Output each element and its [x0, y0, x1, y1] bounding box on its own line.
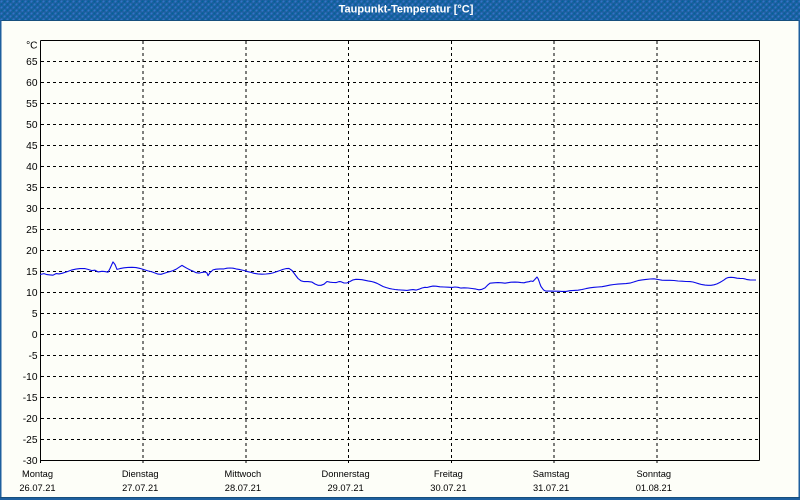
svg-text:30: 30: [26, 204, 38, 215]
svg-text:28.07.21: 28.07.21: [225, 483, 261, 493]
svg-text:31.07.21: 31.07.21: [533, 483, 569, 493]
svg-text:55: 55: [26, 99, 38, 110]
svg-text:-10: -10: [23, 372, 38, 383]
svg-text:-5: -5: [28, 351, 37, 362]
svg-text:20: 20: [26, 246, 38, 257]
svg-text:-15: -15: [23, 393, 38, 404]
svg-text:Donnerstag: Donnerstag: [322, 469, 370, 479]
svg-text:-20: -20: [23, 414, 38, 425]
svg-text:35: 35: [26, 183, 38, 194]
svg-text:45: 45: [26, 141, 38, 152]
svg-text:-25: -25: [23, 435, 38, 446]
svg-text:26.07.21: 26.07.21: [19, 483, 55, 493]
svg-text:Samstag: Samstag: [533, 469, 570, 479]
svg-text:5: 5: [32, 309, 38, 320]
svg-text:50: 50: [26, 120, 38, 131]
svg-text:Freitag: Freitag: [434, 469, 463, 479]
svg-text:10: 10: [26, 288, 38, 299]
svg-text:30.07.21: 30.07.21: [430, 483, 466, 493]
svg-text:0: 0: [32, 330, 38, 341]
svg-text:Mittwoch: Mittwoch: [225, 469, 262, 479]
svg-text:65: 65: [26, 57, 38, 68]
svg-text:Taupunkt-Temperatur [°C]: Taupunkt-Temperatur [°C]: [339, 4, 474, 16]
svg-text:Sonntag: Sonntag: [636, 469, 671, 479]
svg-text:15: 15: [26, 267, 38, 278]
svg-text:°C: °C: [26, 40, 37, 51]
svg-text:-30: -30: [23, 456, 38, 467]
svg-text:01.08.21: 01.08.21: [636, 483, 672, 493]
svg-text:60: 60: [26, 78, 38, 89]
svg-text:Dienstag: Dienstag: [122, 469, 159, 479]
svg-text:Montag: Montag: [22, 469, 53, 479]
svg-text:40: 40: [26, 162, 38, 173]
svg-text:29.07.21: 29.07.21: [327, 483, 363, 493]
svg-text:25: 25: [26, 225, 38, 236]
svg-text:27.07.21: 27.07.21: [122, 483, 158, 493]
